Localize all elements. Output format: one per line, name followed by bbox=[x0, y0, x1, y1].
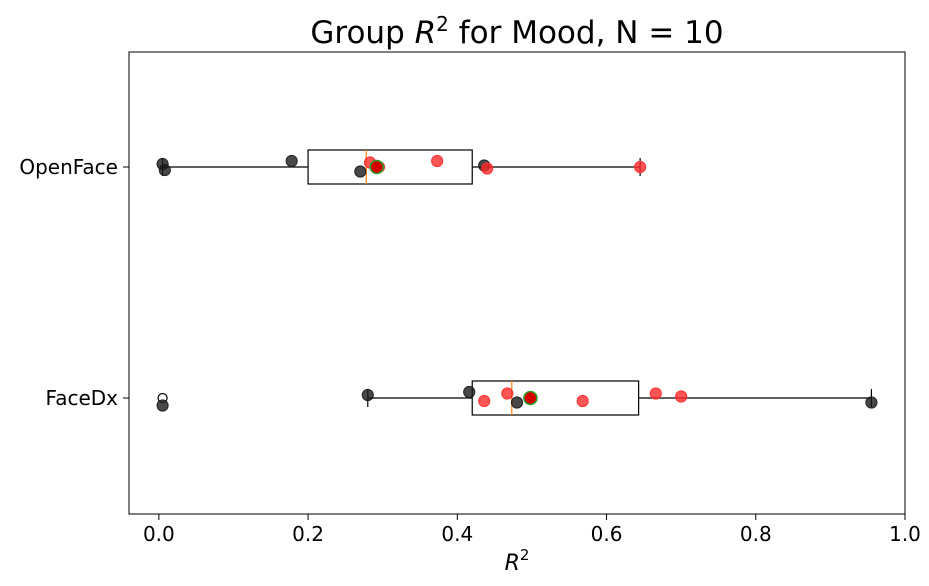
xlabel-symbol: R bbox=[505, 551, 520, 576]
data-point bbox=[158, 163, 171, 177]
data-point bbox=[675, 390, 688, 403]
y-tick-label: OpenFace bbox=[19, 155, 118, 179]
x-axis-ticks: 0.0 0.2 0.4 0.6 0.8 1.0 bbox=[143, 514, 921, 546]
data-point bbox=[576, 394, 589, 408]
data-point bbox=[354, 165, 367, 178]
box-iqr bbox=[471, 380, 640, 416]
data-point bbox=[478, 394, 491, 408]
chart-title: Group R2 for Mood, N = 10 bbox=[310, 12, 723, 51]
mean-point bbox=[369, 159, 385, 175]
data-point bbox=[361, 388, 374, 402]
title-prefix: Group bbox=[310, 15, 414, 51]
x-tick-label: 0.6 bbox=[591, 522, 623, 546]
data-point bbox=[481, 162, 494, 175]
mean-point bbox=[523, 390, 538, 406]
data-point bbox=[501, 387, 514, 400]
data-point bbox=[285, 154, 298, 168]
y-axis-ticks: OpenFace FaceDx bbox=[19, 155, 129, 410]
x-tick-label: 1.0 bbox=[889, 522, 921, 546]
x-tick-label: 0.0 bbox=[143, 522, 175, 546]
x-tick-label: 0.2 bbox=[292, 522, 324, 546]
box-group-facedx bbox=[156, 380, 878, 416]
title-suffix: for Mood, N = 10 bbox=[449, 15, 724, 51]
x-tick-label: 0.4 bbox=[441, 522, 473, 546]
plot-area bbox=[156, 149, 878, 416]
box-iqr bbox=[307, 149, 473, 185]
box-group-openface bbox=[156, 149, 647, 185]
x-tick-label: 0.8 bbox=[740, 522, 772, 546]
data-point bbox=[431, 154, 444, 168]
data-point bbox=[156, 399, 169, 412]
xlabel-sup: 2 bbox=[520, 546, 530, 564]
data-point bbox=[865, 396, 878, 409]
title-symbol: R bbox=[415, 15, 437, 51]
data-point bbox=[510, 396, 524, 409]
plot-frame bbox=[128, 51, 906, 515]
data-point bbox=[463, 385, 476, 399]
data-point bbox=[634, 160, 647, 174]
data-point bbox=[649, 387, 662, 400]
y-tick-label: FaceDx bbox=[46, 386, 119, 410]
x-axis-label: R2 bbox=[505, 546, 530, 576]
title-sup: 2 bbox=[436, 12, 449, 36]
